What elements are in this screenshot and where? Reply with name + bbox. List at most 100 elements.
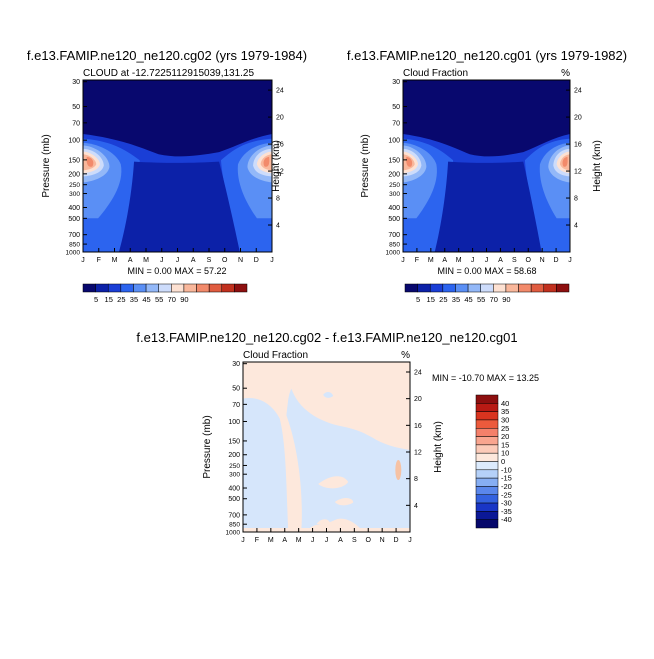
colorbar-swatch: [417, 283, 431, 293]
diff-positive-patch: [395, 460, 402, 480]
month-tick-label: N: [238, 257, 243, 264]
colorbar-label: 35: [130, 295, 138, 304]
colorbar-swatch: [475, 394, 499, 404]
colorbar-label: 70: [490, 295, 498, 304]
panel2-colorbar: 5 15 25 35 45 55 70 90: [404, 283, 570, 304]
colorbar-label: 40: [501, 399, 509, 408]
pressure-tick-label: 30: [392, 79, 400, 86]
month-tick-label: J: [408, 537, 412, 544]
colorbar-label: 90: [180, 295, 188, 304]
height-tick-label: 16: [574, 142, 582, 149]
height-tick-label: 4: [574, 223, 578, 230]
month-tick-label: J: [176, 257, 180, 264]
height-tick-label: 12: [414, 450, 422, 457]
pressure-tick-label: 200: [388, 171, 400, 178]
panel1-contour-field: [83, 80, 272, 252]
panel1-title: f.e13.FAMIP.ne120_ne120.cg02 (yrs 1979-1…: [27, 48, 307, 63]
diff-contour-band: [256, 423, 264, 427]
pressure-tick-label: 70: [392, 120, 400, 127]
pressure-tick-label: 700: [388, 232, 400, 239]
colorbar-swatch: [475, 436, 499, 446]
panel3-ylabel: Pressure (mb): [202, 415, 213, 478]
colorbar-label: 15: [501, 440, 509, 449]
colorbar-label: 25: [501, 424, 509, 433]
height-tick-label: 24: [276, 88, 284, 95]
height-tick-label: 16: [414, 423, 422, 430]
pressure-tick-label: 150: [388, 157, 400, 164]
colorbar-swatch: [493, 283, 507, 293]
panel1-contour-band: [118, 161, 240, 252]
panel2-ylabel-right: Height (km): [592, 140, 603, 192]
colorbar-swatch: [518, 283, 532, 293]
colorbar-swatch: [475, 511, 499, 520]
colorbar-swatch: [480, 283, 494, 293]
pressure-tick-label: 300: [69, 191, 80, 198]
diff-contour-band: [323, 392, 334, 398]
month-tick-label: A: [191, 257, 196, 264]
month-tick-label: A: [498, 257, 503, 264]
colorbar-swatch: [475, 486, 499, 495]
colorbar-label: 70: [168, 295, 176, 304]
pressure-tick-label: 400: [68, 205, 80, 212]
colorbar-label: -10: [501, 465, 512, 474]
month-tick-label: D: [394, 537, 399, 544]
pressure-tick-label: 700: [68, 232, 80, 239]
colorbar-label: 90: [502, 295, 510, 304]
panel-cg02: f.e13.FAMIP.ne120_ne120.cg02 (yrs 1979-1…: [27, 48, 307, 304]
colorbar-label: 20: [501, 432, 509, 441]
panel-difference: f.e13.FAMIP.ne120_ne120.cg02 - f.e13.FAM…: [136, 330, 539, 544]
colorbar-swatch: [429, 283, 444, 293]
colorbar-swatch: [475, 519, 499, 529]
height-tick-label: 24: [414, 370, 422, 377]
pressure-tick-label: 70: [232, 402, 240, 409]
month-tick-label: N: [380, 537, 385, 544]
colorbar-label: 35: [501, 407, 509, 416]
pressure-tick-label: 400: [388, 205, 400, 212]
colorbar-swatch: [171, 283, 185, 293]
panel3-subtitle-right: %: [401, 350, 410, 361]
pressure-tick-label: 250: [389, 182, 400, 189]
colorbar-label: 55: [477, 295, 485, 304]
colorbar-label: -25: [501, 490, 512, 499]
month-tick-label: M: [112, 257, 118, 264]
pressure-tick-label: 1000: [66, 250, 81, 257]
month-tick-label: D: [254, 257, 259, 264]
diff-contour-band: [318, 476, 349, 489]
month-tick-label: J: [485, 257, 489, 264]
pressure-tick-label: 850: [69, 242, 80, 249]
panel3-title: f.e13.FAMIP.ne120_ne120.cg02 - f.e13.FAM…: [136, 330, 517, 345]
colorbar-swatch: [234, 283, 248, 293]
height-tick-label: 8: [574, 196, 578, 203]
panel2-subtitle-left: Cloud Fraction: [403, 68, 468, 79]
height-tick-label: 24: [574, 88, 582, 95]
pressure-tick-label: 250: [69, 182, 80, 189]
colorbar-label: -15: [501, 474, 512, 483]
panel2-contour-band: [562, 156, 568, 167]
colorbar-label: 10: [501, 449, 509, 458]
month-tick-label: M: [456, 257, 462, 264]
colorbar-swatch: [133, 283, 147, 293]
month-tick-label: J: [270, 257, 274, 264]
panel3-contour-field: [243, 362, 410, 532]
colorbar-label: 35: [452, 295, 460, 304]
diff-contour-band: [243, 398, 289, 528]
pressure-tick-label: 30: [72, 79, 80, 86]
colorbar-label: 15: [427, 295, 435, 304]
colorbar-swatch: [475, 461, 499, 471]
colorbar-swatch: [196, 283, 210, 293]
height-tick-label: 8: [276, 196, 280, 203]
height-tick-label: 16: [276, 142, 284, 149]
pressure-tick-label: 500: [388, 216, 400, 223]
colorbar-swatch: [530, 283, 545, 293]
panel2-contour-field: [403, 80, 570, 252]
diff-contour-band: [286, 388, 410, 528]
colorbar-swatch: [120, 283, 134, 293]
month-tick-label: J: [401, 257, 405, 264]
colorbar-swatch: [183, 283, 197, 293]
month-tick-label: F: [255, 537, 259, 544]
colorbar-swatch: [475, 469, 499, 479]
